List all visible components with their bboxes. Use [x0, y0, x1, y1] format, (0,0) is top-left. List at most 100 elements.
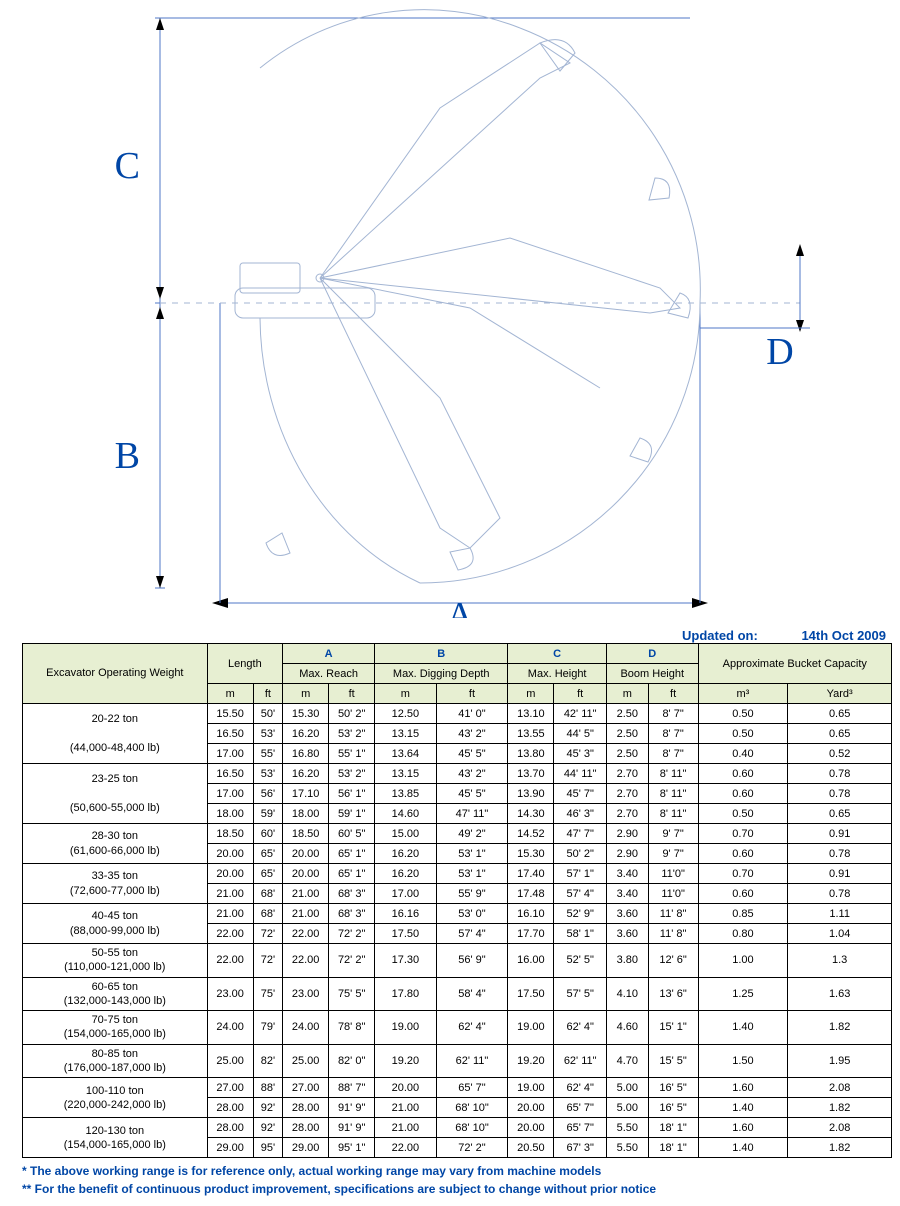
data-cell: 95' 1"	[329, 1138, 375, 1158]
data-cell: 21.00	[375, 1098, 437, 1118]
data-cell: 4.10	[606, 977, 648, 1011]
data-cell: 1.11	[788, 904, 892, 924]
data-cell: 13' 6"	[648, 977, 698, 1011]
data-cell: 47' 7"	[554, 824, 607, 844]
data-cell: 3.40	[606, 884, 648, 904]
data-cell: 14.60	[375, 804, 437, 824]
data-cell: 56' 1"	[329, 784, 375, 804]
unit-m: m	[606, 684, 648, 704]
data-cell: 18' 1"	[648, 1138, 698, 1158]
data-cell: 88' 7"	[329, 1078, 375, 1098]
data-cell: 21.00	[375, 1118, 437, 1138]
data-cell: 1.04	[788, 924, 892, 944]
table-row: 40-45 ton(88,000-99,000 lb)21.0068'21.00…	[23, 904, 892, 924]
data-cell: 14.52	[508, 824, 554, 844]
data-cell: 0.78	[788, 784, 892, 804]
data-cell: 25.00	[283, 1044, 329, 1078]
unit-ft: ft	[436, 684, 508, 704]
data-cell: 13.10	[508, 704, 554, 724]
data-cell: 4.60	[606, 1011, 648, 1045]
data-cell: 13.80	[508, 744, 554, 764]
data-cell: 68' 10"	[436, 1098, 508, 1118]
data-cell: 13.64	[375, 744, 437, 764]
data-cell: 1.60	[698, 1078, 788, 1098]
data-cell: 78' 8"	[329, 1011, 375, 1045]
unit-m: m	[207, 684, 253, 704]
data-cell: 28.00	[207, 1118, 253, 1138]
data-cell: 28.00	[283, 1118, 329, 1138]
data-cell: 17.00	[375, 884, 437, 904]
data-cell: 20.00	[508, 1098, 554, 1118]
data-cell: 17.80	[375, 977, 437, 1011]
data-cell: 8' 7"	[648, 724, 698, 744]
data-cell: 62' 4"	[554, 1078, 607, 1098]
unit-m: m	[375, 684, 437, 704]
data-cell: 1.63	[788, 977, 892, 1011]
hdr-b: B	[375, 644, 508, 664]
data-cell: 57' 4"	[436, 924, 508, 944]
data-cell: 58' 4"	[436, 977, 508, 1011]
hdr-a: A	[283, 644, 375, 664]
data-cell: 22.00	[375, 1138, 437, 1158]
data-cell: 56'	[253, 784, 282, 804]
data-cell: 21.00	[207, 884, 253, 904]
weight-cell: 60-65 ton(132,000-143,000 lb)	[23, 977, 208, 1011]
data-cell: 0.80	[698, 924, 788, 944]
updated-line: Updated on: 14th Oct 2009	[22, 628, 892, 643]
table-row: 20-22 ton(44,000-48,400 lb)15.5050'15.30…	[23, 704, 892, 724]
data-cell: 0.60	[698, 764, 788, 784]
data-cell: 2.70	[606, 784, 648, 804]
data-cell: 0.65	[788, 804, 892, 824]
data-cell: 57' 1"	[554, 864, 607, 884]
data-cell: 95'	[253, 1138, 282, 1158]
data-cell: 5.00	[606, 1098, 648, 1118]
hdr-bucket: Approximate Bucket Capacity	[698, 644, 891, 684]
data-cell: 55' 1"	[329, 744, 375, 764]
weight-cell: 23-25 ton(50,600-55,000 lb)	[23, 764, 208, 824]
weight-cell: 20-22 ton(44,000-48,400 lb)	[23, 704, 208, 764]
data-cell: 1.25	[698, 977, 788, 1011]
data-cell: 62' 4"	[554, 1011, 607, 1045]
data-cell: 46' 3"	[554, 804, 607, 824]
table-row: 60-65 ton(132,000-143,000 lb)23.0075'23.…	[23, 977, 892, 1011]
data-cell: 9' 7"	[648, 844, 698, 864]
data-cell: 1.3	[788, 944, 892, 978]
data-cell: 11' 8"	[648, 924, 698, 944]
data-cell: 53'	[253, 764, 282, 784]
data-cell: 28.00	[283, 1098, 329, 1118]
data-cell: 2.70	[606, 764, 648, 784]
data-cell: 62' 11"	[554, 1044, 607, 1078]
label-c: C	[115, 145, 140, 187]
data-cell: 15.30	[508, 844, 554, 864]
table-row: 23-25 ton(50,600-55,000 lb)16.5053'16.20…	[23, 764, 892, 784]
data-cell: 68'	[253, 904, 282, 924]
footnote-2: ** For the benefit of continuous product…	[22, 1180, 892, 1198]
footnote-1: * The above working range is for referen…	[22, 1162, 892, 1180]
data-cell: 1.40	[698, 1098, 788, 1118]
data-cell: 0.78	[788, 884, 892, 904]
data-cell: 0.78	[788, 764, 892, 784]
hdr-a-sub: Max. Reach	[283, 664, 375, 684]
data-cell: 91' 9"	[329, 1118, 375, 1138]
footnotes: * The above working range is for referen…	[22, 1162, 892, 1198]
data-cell: 79'	[253, 1011, 282, 1045]
data-cell: 15' 1"	[648, 1011, 698, 1045]
diagram-svg: C B A D	[40, 8, 860, 618]
data-cell: 8' 7"	[648, 744, 698, 764]
data-cell: 0.65	[788, 724, 892, 744]
data-cell: 0.85	[698, 904, 788, 924]
data-cell: 53' 1"	[436, 864, 508, 884]
data-cell: 65' 1"	[329, 864, 375, 884]
data-cell: 82' 0"	[329, 1044, 375, 1078]
data-cell: 8' 11"	[648, 804, 698, 824]
data-cell: 53' 0"	[436, 904, 508, 924]
data-cell: 5.50	[606, 1118, 648, 1138]
unit-ft: ft	[329, 684, 375, 704]
data-cell: 23.00	[283, 977, 329, 1011]
data-cell: 17.00	[207, 744, 253, 764]
data-cell: 49' 2"	[436, 824, 508, 844]
data-cell: 21.00	[207, 904, 253, 924]
weight-cell: 28-30 ton(61,600-66,000 lb)	[23, 824, 208, 864]
data-cell: 68'	[253, 884, 282, 904]
data-cell: 72'	[253, 924, 282, 944]
